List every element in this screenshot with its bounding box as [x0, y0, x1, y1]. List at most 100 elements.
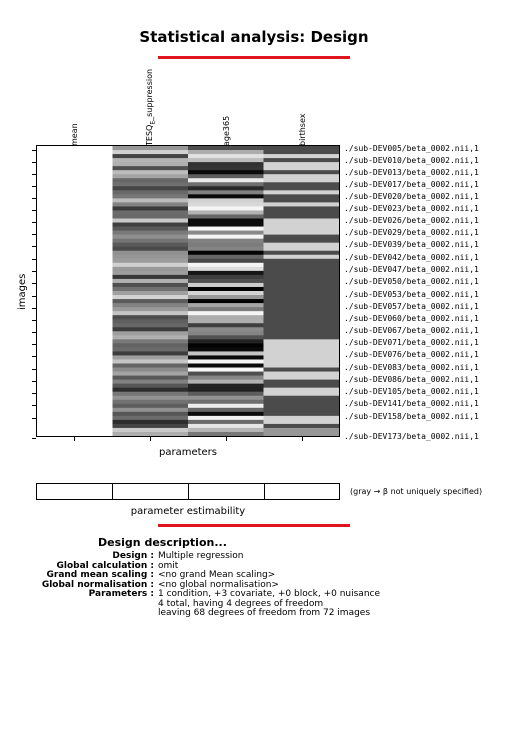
- y-tick: [32, 381, 36, 382]
- matrix-cell: [112, 154, 188, 159]
- column-header-label: mean: [70, 123, 79, 146]
- description-key: Global calculation :: [56, 560, 155, 571]
- matrix-cell: [37, 162, 113, 167]
- matrix-cell: [112, 291, 188, 296]
- matrix-cell: [188, 295, 264, 300]
- matrix-cell: [37, 407, 113, 413]
- parameter-estimability-bar[interactable]: [36, 483, 340, 500]
- matrix-cell: [263, 182, 339, 187]
- matrix-cell: [112, 315, 188, 320]
- matrix-cell: [263, 379, 339, 385]
- matrix-cell: [263, 246, 339, 252]
- matrix-cell: [263, 258, 339, 264]
- matrix-cell: [37, 278, 113, 284]
- matrix-cell: [263, 218, 339, 223]
- matrix-cell: [112, 371, 188, 376]
- matrix-cell: [112, 387, 188, 393]
- matrix-cell: [37, 202, 113, 207]
- matrix-cell: [188, 154, 264, 159]
- description-row: Design : Multiple regression: [0, 551, 508, 562]
- matrix-cell: [188, 210, 264, 215]
- matrix-cell: [112, 270, 188, 276]
- matrix-cell: [188, 291, 264, 296]
- matrix-cell: [263, 351, 339, 356]
- matrix-cell: [37, 178, 113, 183]
- matrix-cell: [37, 258, 113, 264]
- matrix-cell: [263, 222, 339, 227]
- matrix-cell: [263, 254, 339, 260]
- description-key: Global normalisation :: [41, 579, 154, 590]
- matrix-cell: [112, 295, 188, 300]
- matrix-cell: [37, 391, 113, 397]
- matrix-cell: [112, 383, 188, 389]
- y-tick: [32, 162, 36, 163]
- matrix-cell: [112, 158, 188, 163]
- matrix-cell: [112, 367, 188, 372]
- matrix-cell: [112, 210, 188, 215]
- matrix-cell: [37, 214, 113, 219]
- matrix-cell: [37, 226, 113, 231]
- matrix-cell: [188, 319, 264, 324]
- matrix-cell: [263, 343, 339, 348]
- matrix-cell: [37, 182, 113, 187]
- y-tick: [32, 369, 36, 370]
- y-tick: [32, 222, 36, 223]
- matrix-cell: [37, 375, 113, 381]
- matrix-cell: [263, 399, 339, 405]
- estimability-label: parameter estimability: [130, 506, 246, 517]
- description-value: Multiple regression: [158, 551, 244, 561]
- matrix-cell: [37, 323, 113, 328]
- row-label: ./sub-DEV023/beta_0002.nii,1: [344, 204, 479, 213]
- matrix-cell: [37, 319, 113, 324]
- matrix-cell: [37, 291, 113, 296]
- matrix-cell: [188, 194, 264, 199]
- row-label: ./sub-DEV076/beta_0002.nii,1: [344, 350, 479, 359]
- matrix-cell: [188, 339, 264, 344]
- matrix-cell: [37, 367, 113, 372]
- matrix-cell: [37, 230, 113, 236]
- matrix-cell: [263, 194, 339, 199]
- matrix-cell: [263, 303, 339, 308]
- matrix-cell: [188, 303, 264, 308]
- matrix-cell: [112, 218, 188, 223]
- matrix-cell: [37, 423, 113, 429]
- matrix-cell: [112, 282, 188, 288]
- matrix-cell: [263, 291, 339, 296]
- matrix-cell: [188, 351, 264, 356]
- matrix-cell: [112, 274, 188, 280]
- matrix-cell: [37, 387, 113, 393]
- matrix-cell: [37, 186, 113, 191]
- matrix-cell: [263, 262, 339, 268]
- matrix-cell: [188, 307, 264, 312]
- matrix-cell: [37, 399, 113, 405]
- matrix-cell: [263, 423, 339, 429]
- design-matrix[interactable]: [37, 146, 339, 436]
- matrix-cell: [37, 395, 113, 401]
- matrix-cell: [112, 331, 188, 336]
- matrix-cell: [263, 347, 339, 352]
- matrix-cell: [112, 222, 188, 227]
- matrix-cell: [37, 427, 113, 433]
- matrix-cell: [188, 379, 264, 385]
- description-value: 4 total, having 4 degrees of freedom: [158, 598, 324, 609]
- matrix-cell: [188, 258, 264, 264]
- design-description: Design : Multiple regression Global calcu…: [0, 551, 508, 619]
- matrix-cell: [188, 323, 264, 328]
- matrix-cell: [112, 214, 188, 219]
- matrix-cell: [263, 387, 339, 393]
- matrix-cell: [188, 423, 264, 429]
- matrix-cell: [37, 282, 113, 288]
- matrix-cell: [263, 270, 339, 276]
- y-tick: [32, 271, 36, 272]
- matrix-cell: [112, 174, 188, 179]
- matrix-cell: [263, 367, 339, 372]
- y-axis: [32, 146, 36, 439]
- matrix-cell: [263, 174, 339, 179]
- y-tick: [32, 405, 36, 406]
- matrix-cell: [37, 327, 113, 332]
- matrix-cell: [263, 403, 339, 409]
- matrix-cell: [263, 158, 339, 163]
- matrix-cell: [112, 355, 188, 360]
- matrix-cell: [112, 186, 188, 191]
- matrix-cell: [37, 254, 113, 260]
